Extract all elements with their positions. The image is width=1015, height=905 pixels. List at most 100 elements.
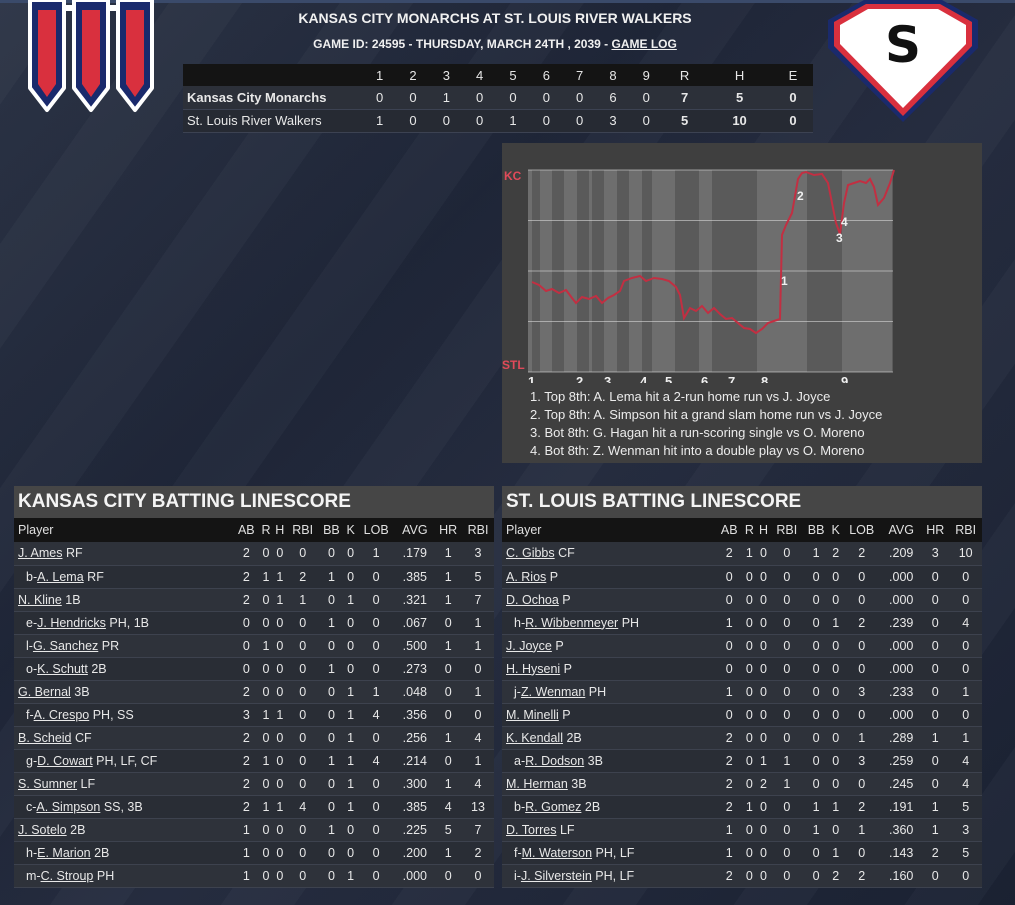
kc-stat-cell: 0 <box>272 657 287 681</box>
player-name-link[interactable]: A. Rios <box>506 569 547 584</box>
player-name-link[interactable]: C. Stroup <box>40 868 94 883</box>
player-name-link[interactable]: K. Schutt <box>37 661 88 676</box>
player-name-link[interactable]: C. Gibbs <box>506 546 555 561</box>
stl-stat-cell: 5 <box>949 841 982 865</box>
player-name-link[interactable]: J. Silverstein <box>520 868 592 883</box>
kc-column-header: RBI <box>462 518 494 542</box>
stl-batting-row: i-J. Silverstein PH, LF 2 0 0 0 0 2 2.160 0 0 <box>502 864 982 888</box>
linescore-cell: 0 <box>429 109 463 133</box>
player-name-link[interactable]: G. Bernal <box>18 684 71 699</box>
player-name-link[interactable]: A. Lema <box>37 569 84 584</box>
stl-stat-cell: 0 <box>803 634 830 658</box>
player-name-link[interactable]: N. Kline <box>18 592 62 607</box>
linescore-header-cell: 9 <box>629 64 663 86</box>
stl-stat-cell: 0 <box>770 588 804 612</box>
player-sub-prefix: j- <box>514 684 521 699</box>
stl-stat-cell: 0 <box>756 634 771 658</box>
kc-stat-cell: 1 <box>318 818 345 842</box>
stl-stat-cell: 0 <box>829 565 843 589</box>
player-name-link[interactable]: K. Kendall <box>506 730 563 745</box>
win-probability-notes: 1. Top 8th: A. Lema hit a 2-run home run… <box>530 388 882 460</box>
player-sub-prefix: i- <box>514 868 521 883</box>
kc-stat-cell: 0 <box>318 680 345 704</box>
stl-batting-row: A. Rios P 0 0 0 0 0 0 0.000 0 0 <box>502 565 982 589</box>
player-name-link[interactable]: D. Ochoa <box>506 592 559 607</box>
stl-batting-title: ST. LOUIS BATTING LINESCORE <box>502 486 982 518</box>
player-name-link[interactable]: R. Gomez <box>525 799 582 814</box>
linescore-cell: 10 <box>706 109 773 133</box>
kc-stat-cell: 1 <box>259 795 273 819</box>
stl-stat-cell: 0 <box>742 818 757 842</box>
player-name-link[interactable]: D. Cowart <box>37 753 93 768</box>
kc-player-cell: J. Sotelo 2B <box>14 818 234 842</box>
kc-stat-cell: 0 <box>259 772 273 796</box>
player-position: P <box>558 707 571 722</box>
kc-stat-cell: 1 <box>259 703 273 727</box>
stl-stat-cell: 0 <box>716 703 743 727</box>
stl-batting-row: H. Hyseni P 0 0 0 0 0 0 0.000 0 0 <box>502 657 982 681</box>
kc-stat-cell: 1 <box>272 565 287 589</box>
stl-stat-cell: 0 <box>829 680 843 704</box>
stl-player-cell: f-M. Waterson PH, LF <box>502 841 717 865</box>
player-name-link[interactable]: A. Simpson <box>36 799 101 814</box>
kc-stat-cell: 5 <box>434 818 462 842</box>
stl-column-header: K <box>829 518 843 542</box>
stl-stat-cell: 4 <box>949 749 982 773</box>
player-name-link[interactable]: J. Joyce <box>506 638 552 653</box>
player-name-link[interactable]: M. Waterson <box>521 845 593 860</box>
stl-stat-cell: 2 <box>716 864 743 888</box>
stl-stat-cell: 1 <box>949 726 982 750</box>
stl-stat-cell: 1 <box>716 611 743 635</box>
stl-stat-cell: 1 <box>716 818 743 842</box>
player-name-link[interactable]: J. Hendricks <box>37 615 106 630</box>
stl-stat-cell: 0 <box>921 565 950 589</box>
player-name-link[interactable]: H. Hyseni <box>506 661 561 676</box>
kc-player-cell: m-C. Stroup PH <box>14 864 234 888</box>
kc-stat-cell: 0 <box>462 657 494 681</box>
stl-stat-cell: 1 <box>829 795 843 819</box>
player-name-link[interactable]: J. Ames <box>18 546 63 561</box>
kc-stat-cell: 0 <box>286 542 319 566</box>
player-name-link[interactable]: A. Crespo <box>33 707 90 722</box>
win-probability-line <box>531 169 895 335</box>
player-name-link[interactable]: S. Sumner <box>18 776 78 791</box>
player-name-link[interactable]: G. Sanchez <box>32 638 99 653</box>
game-log-link[interactable]: GAME LOG <box>611 37 677 51</box>
player-name-link[interactable]: E. Marion <box>37 845 91 860</box>
player-name-link[interactable]: B. Scheid <box>18 730 72 745</box>
stl-stat-cell: 0 <box>842 657 882 681</box>
kc-stat-cell: 0 <box>318 795 345 819</box>
stl-stat-cell: 0 <box>756 818 771 842</box>
linescore-header-cell: 7 <box>562 64 597 86</box>
kc-stat-cell: 0 <box>434 749 462 773</box>
stl-stat-cell: 0 <box>921 611 950 635</box>
stl-batting-row: h-R. Wibbenmeyer PH 1 0 0 0 0 1 2.239 0 4 <box>502 611 982 635</box>
player-name-link[interactable]: R. Dodson <box>525 753 585 768</box>
kc-stat-cell: 0 <box>272 726 287 750</box>
player-name-link[interactable]: Z. Wenman <box>520 684 586 699</box>
kc-column-header: Player <box>14 518 234 542</box>
stl-stat-cell: 0 <box>842 703 882 727</box>
kc-stat-cell: .300 <box>395 772 435 796</box>
player-position: LF <box>77 776 96 791</box>
stl-stat-cell: .259 <box>881 749 922 773</box>
player-sub-prefix: m- <box>26 868 41 883</box>
player-position: 2B <box>66 822 86 837</box>
player-name-link[interactable]: J. Sotelo <box>18 822 67 837</box>
player-name-link[interactable]: D. Torres <box>506 822 557 837</box>
linescore-cell: 0 <box>462 86 497 110</box>
player-position: CF <box>71 730 92 745</box>
kc-stat-cell: 0 <box>286 772 319 796</box>
linescore-row: St. Louis River Walkers 1 0 0 0 1 0 0 3 0 5 10 0 <box>183 109 813 133</box>
player-name-link[interactable]: M. Herman <box>506 776 568 791</box>
stl-column-header: Player <box>502 518 717 542</box>
stl-stat-cell: 0 <box>716 588 743 612</box>
player-name-link[interactable]: R. Wibbenmeyer <box>525 615 619 630</box>
stl-stat-cell: 1 <box>716 841 743 865</box>
linescore-cell: 0 <box>529 109 563 133</box>
kc-batting-row: J. Ames RF 2 0 0 0 0 0 1.179 1 3 <box>14 542 494 566</box>
player-name-link[interactable]: M. Minelli <box>506 707 559 722</box>
linescore-cell: 0 <box>396 86 430 110</box>
stl-stat-cell: 0 <box>716 657 743 681</box>
stl-stat-cell: 0 <box>949 657 982 681</box>
